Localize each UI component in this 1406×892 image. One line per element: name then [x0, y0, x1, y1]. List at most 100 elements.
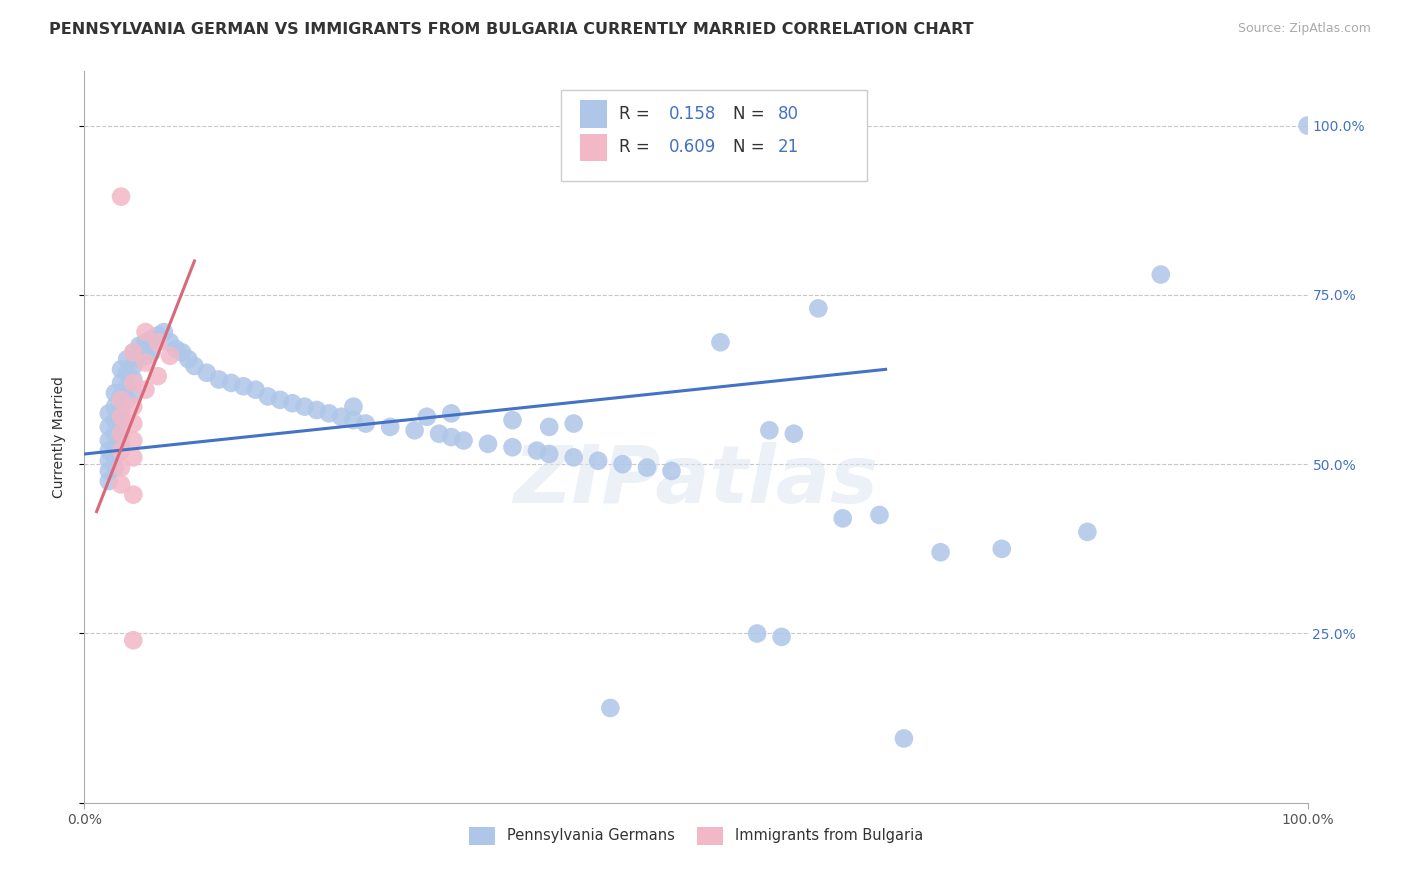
Point — [427, 426, 450, 441]
Point — [257, 389, 280, 403]
Point — [104, 386, 127, 401]
Point — [538, 420, 561, 434]
Point — [110, 403, 132, 417]
Point — [232, 379, 254, 393]
Point — [110, 376, 132, 390]
Point — [172, 345, 194, 359]
Text: ZIPatlas: ZIPatlas — [513, 442, 879, 520]
Point — [1150, 268, 1173, 282]
Point — [562, 450, 585, 465]
Point — [146, 369, 169, 384]
Text: PENNSYLVANIA GERMAN VS IMMIGRANTS FROM BULGARIA CURRENTLY MARRIED CORRELATION CH: PENNSYLVANIA GERMAN VS IMMIGRANTS FROM B… — [49, 22, 974, 37]
Point — [477, 437, 499, 451]
Point — [97, 434, 120, 448]
Point — [122, 633, 145, 648]
Point — [110, 189, 132, 203]
Point — [110, 477, 132, 491]
Point — [97, 474, 120, 488]
Point — [183, 359, 205, 373]
Point — [269, 392, 291, 407]
Point — [195, 366, 218, 380]
Point — [122, 359, 145, 373]
Point — [831, 511, 853, 525]
Point — [135, 355, 157, 369]
Point — [893, 731, 915, 746]
Point — [110, 460, 132, 475]
Point — [453, 434, 475, 448]
Point — [538, 447, 561, 461]
Point — [110, 392, 132, 407]
Point — [991, 541, 1014, 556]
Point — [342, 400, 364, 414]
Point — [110, 437, 132, 451]
Point — [354, 417, 377, 431]
Point — [807, 301, 830, 316]
Point — [929, 545, 952, 559]
Point — [104, 413, 127, 427]
Point — [110, 409, 132, 424]
Text: N =: N = — [733, 104, 769, 123]
Point — [146, 328, 169, 343]
Point — [758, 423, 780, 437]
Point — [502, 440, 524, 454]
Point — [97, 454, 120, 468]
Point — [135, 335, 157, 350]
Point — [141, 332, 163, 346]
Point — [128, 352, 150, 367]
Point — [245, 383, 267, 397]
Point — [110, 443, 132, 458]
Point — [783, 426, 806, 441]
Text: 80: 80 — [778, 104, 799, 123]
Point — [110, 362, 132, 376]
Point — [128, 338, 150, 352]
Point — [110, 389, 132, 403]
FancyBboxPatch shape — [579, 134, 606, 161]
Point — [416, 409, 439, 424]
Legend: Pennsylvania Germans, Immigrants from Bulgaria: Pennsylvania Germans, Immigrants from Bu… — [463, 821, 929, 850]
Point — [153, 325, 176, 339]
Text: R =: R = — [619, 104, 655, 123]
Point — [97, 464, 120, 478]
Point — [97, 406, 120, 420]
Point — [104, 450, 127, 465]
Point — [122, 345, 145, 359]
Point — [122, 372, 145, 386]
Point — [612, 457, 634, 471]
Point — [122, 376, 145, 390]
Point — [709, 335, 731, 350]
Point — [208, 372, 231, 386]
Point — [146, 335, 169, 350]
FancyBboxPatch shape — [561, 90, 868, 181]
Point — [122, 400, 145, 414]
Text: 0.609: 0.609 — [669, 138, 716, 156]
Point — [141, 345, 163, 359]
Point — [115, 379, 138, 393]
Point — [159, 349, 181, 363]
Point — [219, 376, 242, 390]
Point — [404, 423, 426, 437]
Point — [122, 345, 145, 359]
Point — [661, 464, 683, 478]
Text: 0.158: 0.158 — [669, 104, 717, 123]
Point — [122, 488, 145, 502]
Point — [342, 413, 364, 427]
Point — [440, 406, 463, 420]
Point — [115, 352, 138, 367]
Text: R =: R = — [619, 138, 655, 156]
Point — [122, 417, 145, 431]
Point — [104, 440, 127, 454]
Text: Source: ZipAtlas.com: Source: ZipAtlas.com — [1237, 22, 1371, 36]
Point — [122, 386, 145, 401]
Point — [380, 420, 402, 434]
Point — [281, 396, 304, 410]
Point — [318, 406, 340, 420]
Point — [159, 335, 181, 350]
Point — [135, 349, 157, 363]
Point — [104, 460, 127, 475]
Point — [177, 352, 200, 367]
Point — [165, 342, 187, 356]
Point — [440, 430, 463, 444]
Point — [110, 425, 132, 439]
Point — [110, 413, 132, 427]
Point — [1076, 524, 1098, 539]
